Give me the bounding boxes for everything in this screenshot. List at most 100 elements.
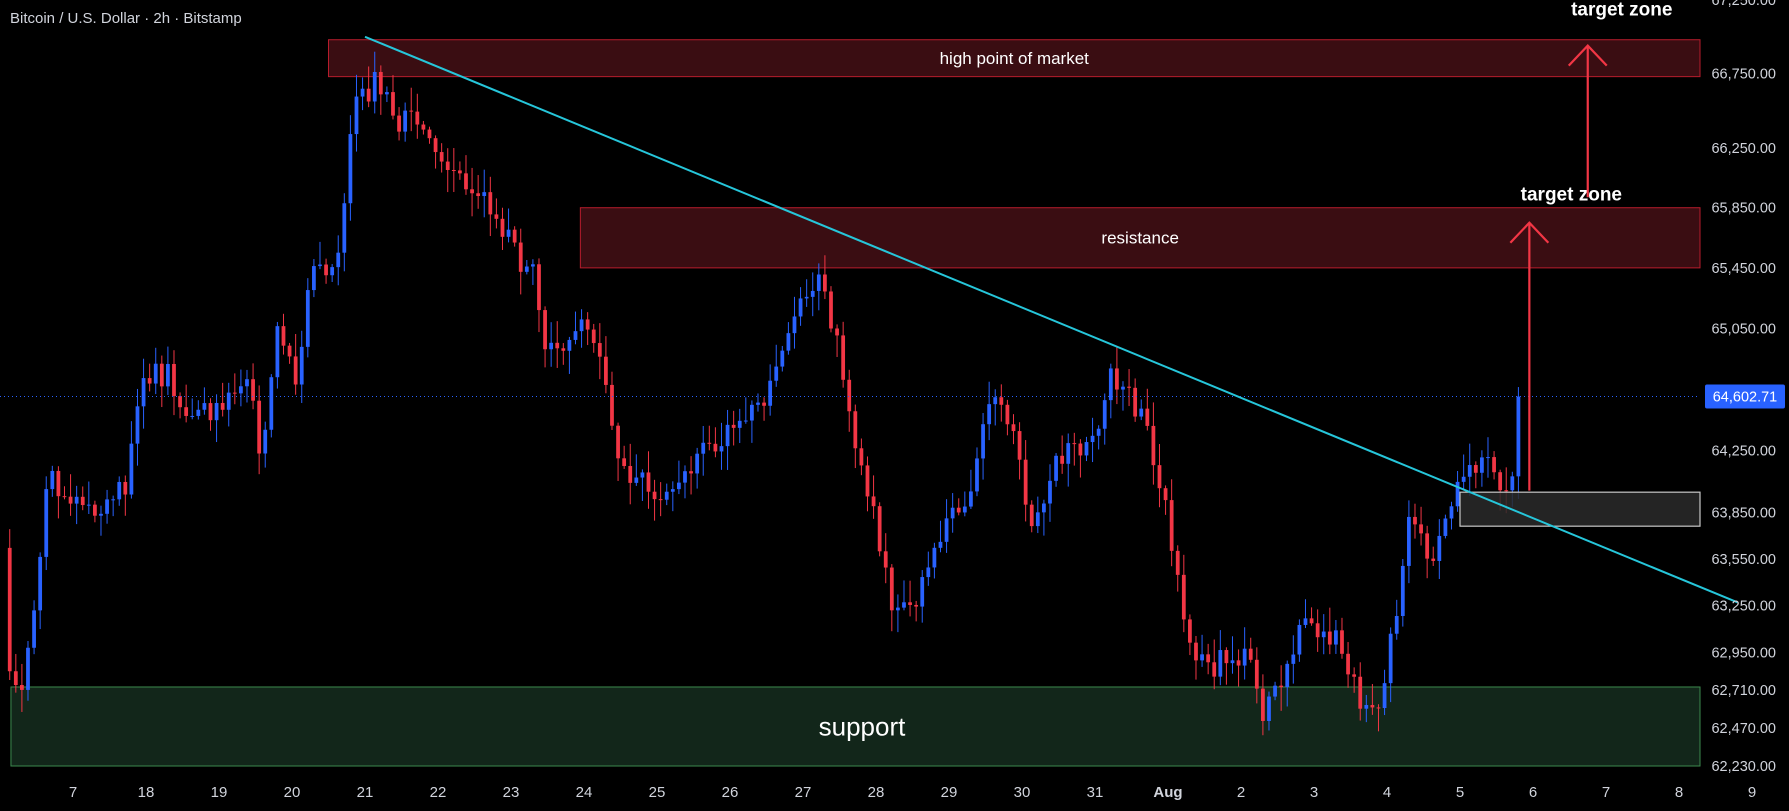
time-tick-label: 29 (941, 784, 958, 801)
candle-up (1334, 630, 1338, 645)
candle-up (403, 110, 408, 132)
price-tick-label: 62,470.00 (1711, 721, 1776, 737)
candle-down (908, 602, 912, 605)
time-tick-label: 26 (722, 784, 739, 801)
candle-up (117, 481, 122, 500)
candle-down (597, 343, 602, 357)
candle-up (330, 267, 335, 276)
candle-up (26, 647, 30, 690)
candle-down (1029, 504, 1034, 527)
candle-up (737, 420, 742, 428)
candle-up (1400, 565, 1405, 617)
candle-up (768, 380, 773, 406)
candle-down (543, 310, 547, 350)
candle-down (889, 567, 894, 611)
candle-up (1090, 435, 1095, 443)
candle-up (1273, 685, 1277, 697)
support-label: support (819, 711, 906, 741)
candle-down (391, 92, 395, 116)
descending-trendline (364, 35, 1738, 604)
candle-up (1042, 503, 1046, 513)
candle-down (956, 507, 961, 513)
candle-up (780, 350, 785, 367)
zones-layer (10, 39, 1701, 767)
candle-down (427, 129, 432, 139)
candle-down (1419, 524, 1423, 534)
candle-down (1011, 424, 1016, 432)
candle-up (245, 379, 249, 387)
candle-down (1133, 387, 1138, 417)
resistance-zone (579, 207, 1701, 269)
candle-down (1115, 368, 1119, 390)
candle-down (1431, 558, 1436, 561)
candle-down (172, 363, 176, 397)
candle-up (774, 366, 779, 381)
candle-up (926, 567, 931, 578)
candle-up (1467, 465, 1472, 477)
candle-up (1291, 654, 1296, 664)
price-tick-label: 62,710.00 (1711, 683, 1776, 699)
candle-up (1516, 396, 1521, 477)
price-tick-label: 63,250.00 (1711, 598, 1776, 614)
candle-down (500, 218, 505, 237)
candle-up (348, 134, 353, 204)
candle-up (202, 403, 207, 410)
candle-down (1145, 408, 1150, 426)
candle-down (7, 547, 12, 672)
candle-up (640, 472, 645, 478)
time-tick-label: 20 (284, 784, 301, 801)
candle-down (232, 392, 237, 394)
candle-up (531, 264, 535, 267)
candle-down (823, 274, 827, 292)
candle-up (1437, 535, 1442, 561)
candle-down (56, 470, 61, 497)
current-price-tag-bg (1705, 384, 1785, 409)
candle-down (835, 328, 839, 336)
candle-down (707, 442, 712, 444)
candle-down (378, 71, 383, 95)
candles-layer (7, 51, 1521, 736)
time-tick-label: 8 (1675, 784, 1683, 801)
candle-up (896, 607, 900, 611)
candle-down (494, 214, 499, 219)
price-tick-label: 65,050.00 (1711, 321, 1776, 337)
candle-up (239, 386, 243, 394)
candle-up (1480, 457, 1484, 473)
candle-up (38, 556, 43, 611)
candle-up (1096, 428, 1101, 436)
candle-down (1498, 472, 1503, 491)
candle-up (129, 443, 134, 495)
candle-up (275, 326, 280, 378)
candle-down (439, 152, 444, 162)
time-tick-label: 5 (1456, 784, 1464, 801)
candle-up (1102, 400, 1107, 429)
candle-up (701, 442, 706, 454)
current-price-tag: 64,602.71 (1705, 384, 1785, 409)
candle-down (80, 496, 85, 506)
candle-down (1206, 654, 1211, 663)
candle-down (914, 604, 919, 607)
candle-down (1023, 459, 1028, 505)
candle-down (13, 671, 18, 686)
candle-up (634, 477, 639, 483)
time-axis[interactable]: 7 18 19 20 21 22 23 24 25 26 27 28 29 30 31 Aug 2 3 4 5 6 7 8 9 (69, 784, 1756, 801)
candle-up (1267, 696, 1271, 722)
price-axis[interactable]: 62,230.00 62,470.00 62,710.00 62,950.00 63,2… (1705, 0, 1785, 775)
candle-down (853, 411, 858, 449)
candle-up (1510, 476, 1515, 491)
candle-up (981, 424, 985, 459)
candle-up (1048, 480, 1052, 504)
candle-down (1248, 648, 1253, 660)
candle-down (652, 491, 657, 500)
candle-down (1309, 618, 1314, 624)
candle-down (68, 496, 73, 504)
candle-up (360, 88, 365, 97)
candle-down (555, 342, 560, 349)
candle-down (1370, 704, 1375, 708)
candle-up (1230, 660, 1235, 664)
price-tick-label: 63,850.00 (1711, 505, 1776, 521)
candle-up (32, 610, 36, 648)
candle-down (537, 264, 541, 311)
candle-up (695, 453, 700, 474)
